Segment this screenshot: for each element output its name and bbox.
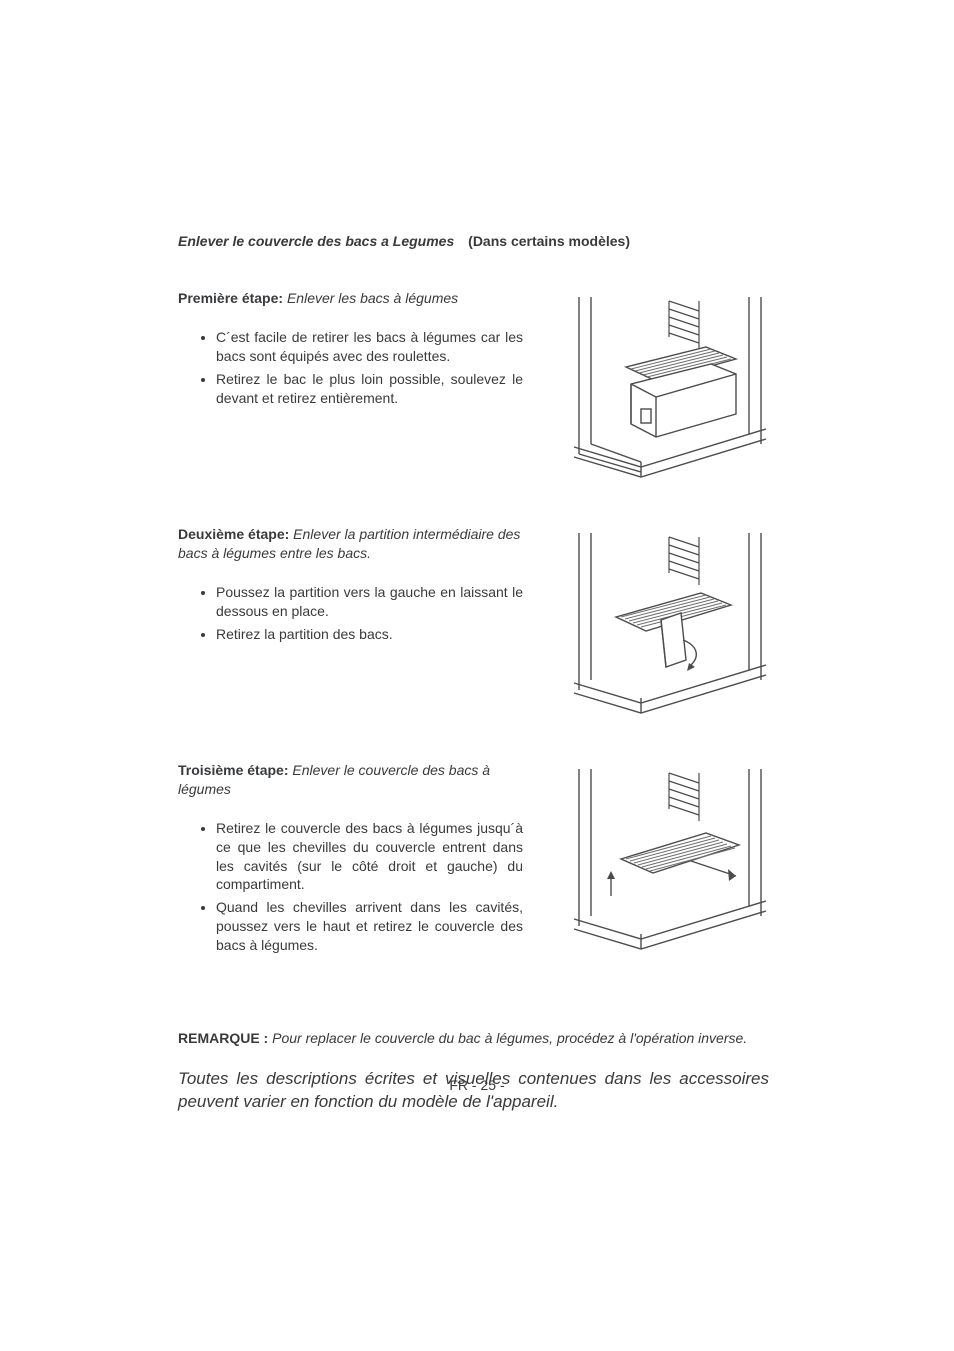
note-body: Pour replacer le couvercle du bac à légu…	[272, 1030, 747, 1046]
step-1-bullets: C´est facile de retirer les bacs à légum…	[178, 328, 523, 408]
step-1-label: Première étape:	[178, 290, 283, 306]
step-3: Troisième étape: Enlever le couvercle de…	[178, 761, 769, 959]
heading-title: Enlever le couvercle des bacs a Legumes	[178, 233, 454, 249]
list-item: Poussez la partition vers la gauche en l…	[216, 583, 523, 621]
note: REMARQUE : Pour replacer le couvercle du…	[178, 1029, 769, 1049]
list-item: Quand les chevilles arrivent dans les ca…	[216, 898, 523, 955]
note-label: REMARQUE :	[178, 1030, 268, 1046]
step-2-figure	[571, 525, 769, 721]
step-2: Deuxième étape: Enlever la partition int…	[178, 525, 769, 721]
list-item: C´est facile de retirer les bacs à légum…	[216, 328, 523, 366]
heading-subtitle: (Dans certains modèles)	[468, 233, 630, 249]
step-3-text: Troisième étape: Enlever le couvercle de…	[178, 761, 523, 959]
page-footer: FR - 25 -	[0, 1077, 954, 1093]
document-heading: Enlever le couvercle des bacs a Legumes …	[178, 233, 769, 249]
list-item: Retirez le couvercle des bacs à légumes …	[216, 819, 523, 895]
step-2-label: Deuxième étape:	[178, 526, 289, 542]
step-1: Première étape: Enlever les bacs à légum…	[178, 289, 769, 485]
list-item: Retirez la partition des bacs.	[216, 625, 523, 644]
step-3-label: Troisième étape:	[178, 762, 289, 778]
page: Enlever le couvercle des bacs a Legumes …	[0, 0, 954, 1351]
step-3-bullets: Retirez le couvercle des bacs à légumes …	[178, 819, 523, 955]
step-1-text: Première étape: Enlever les bacs à légum…	[178, 289, 523, 411]
list-item: Retirez le bac le plus loin possible, so…	[216, 370, 523, 408]
step-1-figure	[571, 289, 769, 485]
step-1-title: Enlever les bacs à légumes	[287, 290, 458, 306]
step-2-bullets: Poussez la partition vers la gauche en l…	[178, 583, 523, 644]
step-3-figure	[571, 761, 769, 957]
step-2-text: Deuxième étape: Enlever la partition int…	[178, 525, 523, 647]
